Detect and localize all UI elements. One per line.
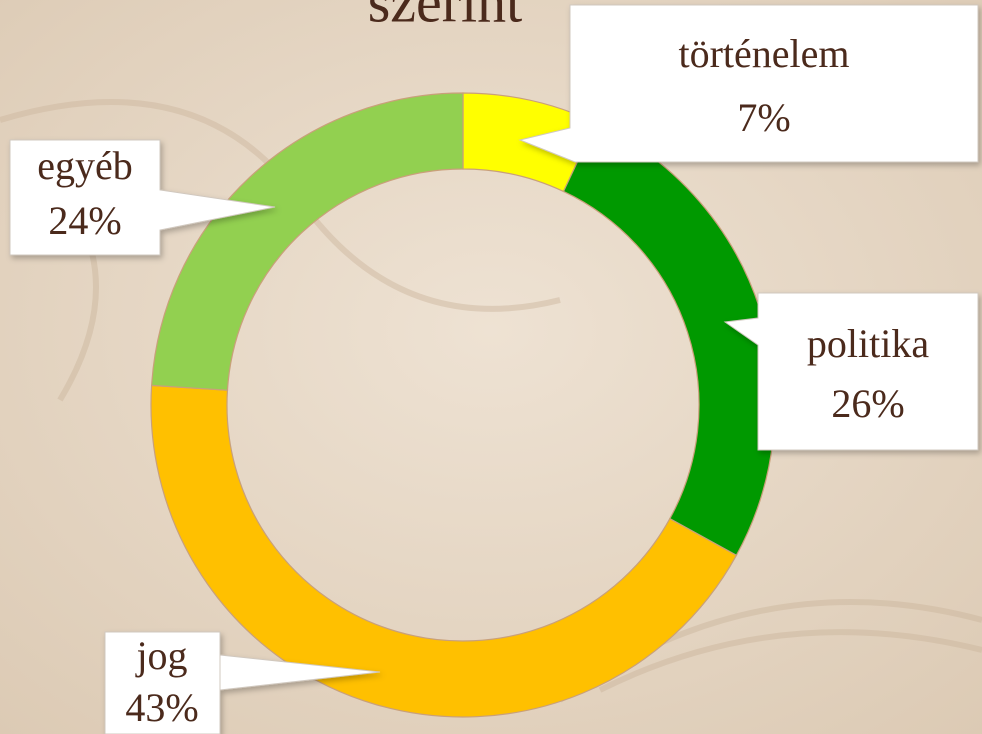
category-label: jog [134,633,187,678]
callouts [9,4,979,734]
category-label: egyéb [37,143,133,188]
value-label: 26% [831,381,904,426]
category-label: történelem [678,31,849,76]
chart-title: szerint [368,0,523,34]
value-label: 7% [737,95,790,140]
donut-segment [150,92,464,391]
callout [518,4,979,163]
callout [723,292,979,451]
callout [104,631,381,734]
category-label: politika [807,321,929,366]
value-label: 43% [125,685,198,730]
donut-segment [150,384,738,718]
value-label: 24% [48,198,121,243]
callout [9,139,276,256]
